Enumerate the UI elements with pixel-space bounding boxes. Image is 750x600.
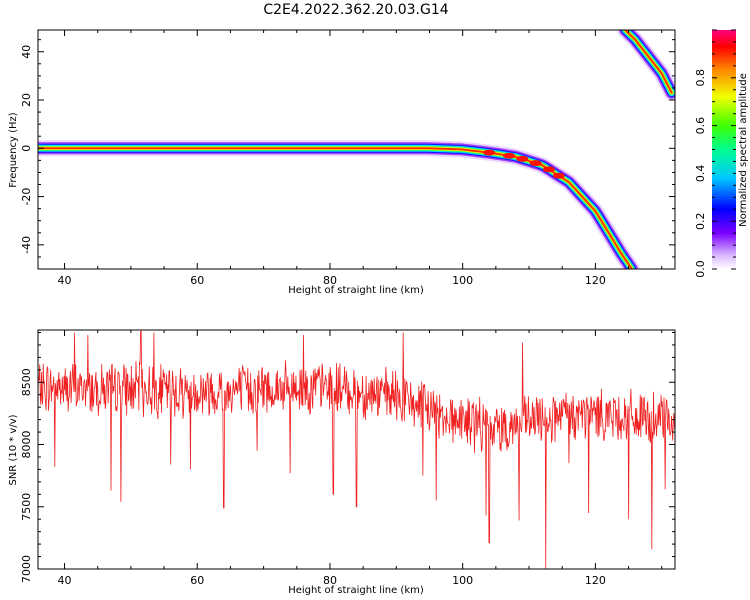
colorbar-ticks: 0.0 0.2 0.4 0.6 0.8 (694, 29, 736, 278)
snr-panel: 40 60 80 100 120 7000 7500 8000 8500 Height of s… (8, 329, 676, 596)
spectrogram-peak (516, 155, 529, 162)
spectrogram-traces (38, 30, 675, 269)
spectrogram-xtick-label: 60 (190, 274, 204, 287)
spectrogram-ytick-label: 20 (20, 93, 33, 107)
colorbar-tick-label: 0.0 (694, 260, 707, 278)
snr-xtick-label: 100 (452, 574, 473, 587)
spectrogram-axes: 40 60 80 100 120 -40 -20 0 20 40 (20, 30, 675, 287)
spectrogram-peak (529, 160, 542, 167)
colorbar-tick-label: 0.6 (694, 117, 707, 135)
spectrogram-panel: 40 60 80 100 120 -40 -20 0 20 40 Height of straig… (8, 29, 676, 296)
spectrogram-trace-0-layer-6 (38, 147, 633, 269)
snr-ytick-label: 7500 (20, 493, 33, 521)
spectrogram-ylabel: Frequency (Hz) (8, 112, 19, 188)
spectrogram-xtick-label: 80 (323, 274, 337, 287)
snr-frame (37, 329, 676, 570)
spectrogram-peak (483, 149, 496, 156)
snr-xtick-label: 120 (585, 574, 606, 587)
snr-ytick-label: 8500 (20, 368, 33, 396)
spectrogram-xlabel: Height of straight line (km) (288, 285, 424, 296)
spectrogram-trace-1-layer-6 (624, 30, 673, 94)
colorbar-tick-label: 0.4 (694, 165, 707, 183)
snr-xtick-label: 80 (323, 574, 337, 587)
snr-xlabel: Height of straight line (km) (288, 585, 424, 596)
snr-xtick-label: 40 (58, 574, 72, 587)
colorbar: 0.0 0.2 0.4 0.6 0.8 Normalized spectral ampl… (694, 29, 749, 278)
snr-axes: 40 60 80 100 120 7000 7500 8000 8500 (20, 330, 675, 587)
spectrogram-ytick-label: -40 (20, 236, 33, 254)
colorbar-label: Normalized spectral amplitude (738, 73, 749, 227)
colorbar-gradient (712, 30, 736, 269)
colorbar-tick-label: 0.2 (694, 212, 707, 230)
snr-xtick-label: 60 (190, 574, 204, 587)
snr-ytick-label: 8000 (20, 431, 33, 459)
spectrogram-ytick-label: -20 (20, 188, 33, 206)
spectrogram-xtick-label: 120 (585, 274, 606, 287)
spectrogram-xtick-label: 100 (452, 274, 473, 287)
spectrogram-peak (503, 152, 516, 159)
spectrogram-peak (552, 172, 565, 179)
spectrogram-ytick-label: 0 (20, 145, 33, 152)
snr-series-line (38, 330, 675, 569)
spectrogram-peak (542, 166, 555, 173)
colorbar-tick-label: 0.8 (694, 69, 707, 87)
snr-ylabel: SNR (10 * v/v) (8, 414, 19, 485)
snr-ytick-label: 7000 (20, 555, 33, 583)
figure-title: C2E4.2022.362.20.03.G14 (263, 2, 448, 18)
spectrogram-frame (37, 29, 676, 270)
snr-traces (38, 330, 675, 569)
spectrogram-xtick-label: 40 (58, 274, 72, 287)
spectrogram-ytick-label: 40 (20, 45, 33, 59)
